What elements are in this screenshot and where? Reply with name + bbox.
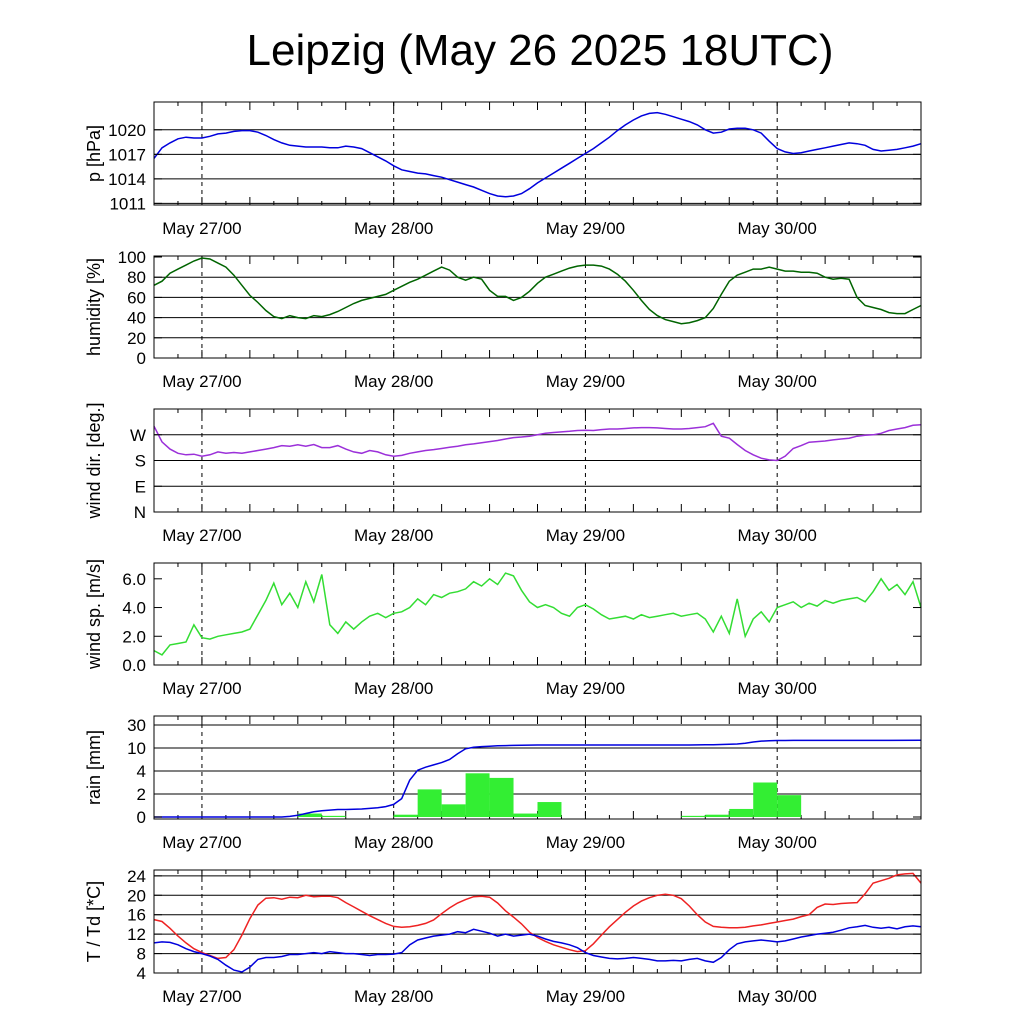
temperature-y-tick-label: 12: [127, 925, 146, 944]
chart-title: Leipzig (May 26 2025 18UTC): [246, 26, 834, 75]
accumulated-rain-line: [154, 739, 922, 818]
temperature-y-tick-label: 8: [137, 945, 146, 964]
temperature-y-tick-label: 4: [137, 964, 146, 983]
humidity-y-tick-label: 100: [118, 248, 146, 267]
wind-direction-y-tick-label: W: [130, 426, 146, 445]
rain-y-axis-label: rain [mm]: [84, 730, 104, 805]
rain-bar: [297, 813, 322, 817]
rain-bar: [513, 813, 538, 817]
rain-y-tick-label: 30: [127, 716, 146, 735]
rain-panel: 0 2 4 10 30 rain [mm] May 27/00 May 28/00 May 29…: [84, 715, 922, 852]
wind-speed-y-axis-label: wind sp. [m/s]: [84, 559, 104, 670]
rain-y-tick-label: 2: [137, 785, 146, 804]
rain-bar: [417, 789, 442, 817]
wind-speed-frame: [153, 562, 922, 666]
temperature-y-tick-label: 20: [127, 886, 146, 905]
rain-x-tick-label: May 30/00: [737, 833, 816, 852]
wind-direction-y-tick-label: E: [135, 477, 146, 496]
wind-speed-x-tick-label: May 28/00: [354, 679, 433, 698]
rain-y-tick-label: 0: [137, 808, 146, 827]
rain-x-tick-label: May 29/00: [546, 833, 625, 852]
pressure-line: [153, 111, 922, 198]
wind-direction-x-tick-label: May 27/00: [162, 526, 241, 545]
humidity-y-tick-label: 80: [127, 268, 146, 287]
humidity-y-tick-label: 0: [137, 349, 146, 368]
wind-direction-y-axis-label: wind dir. [deg.]: [84, 402, 104, 519]
temperature-y-tick-label: 24: [127, 867, 146, 886]
rain-bar: [777, 795, 802, 817]
temperature-frame: [153, 869, 922, 974]
rain-bar: [489, 777, 514, 817]
wind-direction-x-tick-label: May 30/00: [737, 526, 816, 545]
humidity-frame: [153, 255, 922, 359]
pressure-y-tick-label: 1011: [109, 194, 146, 213]
rain-bar: [393, 814, 418, 817]
pressure-y-axis-label: p [hPa]: [84, 125, 104, 182]
rain-bar: [321, 815, 346, 817]
wind-speed-x-tick-label: May 29/00: [546, 679, 625, 698]
pressure-x-tick-label: May 29/00: [546, 219, 625, 238]
rain-bar: [729, 808, 754, 817]
pressure-frame: [153, 101, 922, 206]
humidity-line: [153, 257, 922, 325]
rain-x-tick-label: May 28/00: [354, 833, 433, 852]
rain-y-tick-label: 10: [127, 739, 146, 758]
rain-bar: [537, 802, 562, 817]
pressure-x-tick-label: May 30/00: [737, 219, 816, 238]
wind-speed-y-tick-label: 6.0: [122, 570, 146, 589]
pressure-y-tick-label: 1020: [108, 121, 146, 140]
temperature-y-axis-label: T / Td [*C]: [84, 881, 104, 962]
rain-bar: [705, 814, 730, 817]
rain-x-tick-label: May 27/00: [162, 833, 241, 852]
wind-speed-panel: 0.0 2.0 4.0 6.0 wind sp. [m/s] May 27/00 May 2…: [84, 559, 922, 698]
rain-bar: [681, 815, 706, 817]
wind-direction-line: [153, 422, 922, 462]
rain-bar: [441, 804, 466, 817]
humidity-y-axis-label: humidity [%]: [84, 258, 104, 356]
rain-bar: [465, 773, 490, 817]
wind-direction-y-tick-label: N: [134, 503, 146, 522]
humidity-x-tick-label: May 30/00: [737, 372, 816, 391]
wind-direction-x-tick-label: May 29/00: [546, 526, 625, 545]
humidity-x-tick-label: May 28/00: [354, 372, 433, 391]
temperature-x-tick-label: May 30/00: [737, 987, 816, 1006]
wind-speed-x-tick-label: May 30/00: [737, 679, 816, 698]
humidity-y-tick-label: 60: [127, 288, 146, 307]
humidity-y-tick-label: 40: [127, 309, 146, 328]
rain-bar: [753, 782, 778, 817]
pressure-x-tick-label: May 28/00: [354, 219, 433, 238]
dewpoint-line: [153, 924, 922, 973]
wind-direction-y-tick-label: S: [135, 452, 146, 471]
rain-frame: [153, 715, 922, 820]
wind-speed-y-tick-label: 4.0: [122, 599, 146, 618]
pressure-y-tick-label: 1014: [108, 170, 146, 189]
humidity-x-tick-label: May 27/00: [162, 372, 241, 391]
pressure-y-tick-label: 1017: [108, 145, 146, 164]
humidity-y-tick-label: 20: [127, 329, 146, 348]
rain-y-tick-label: 4: [137, 762, 146, 781]
temperature-y-tick-label: 16: [127, 906, 146, 925]
temperature-line: [153, 872, 922, 960]
wind-speed-line: [153, 572, 922, 656]
temperature-x-tick-label: May 27/00: [162, 987, 241, 1006]
wind-direction-x-tick-label: May 28/00: [354, 526, 433, 545]
temperature-x-tick-label: May 29/00: [546, 987, 625, 1006]
wind-speed-y-tick-label: 0.0: [122, 656, 146, 675]
humidity-x-tick-label: May 29/00: [546, 372, 625, 391]
pressure-x-tick-label: May 27/00: [162, 219, 241, 238]
wind-speed-y-tick-label: 2.0: [122, 627, 146, 646]
wind-speed-x-tick-label: May 27/00: [162, 679, 241, 698]
temperature-x-tick-label: May 28/00: [354, 987, 433, 1006]
